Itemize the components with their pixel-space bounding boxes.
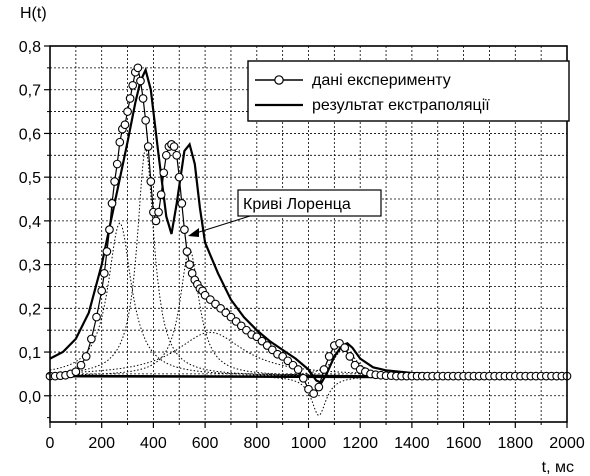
experiment-point: [87, 334, 96, 344]
experiment-point: [81, 352, 91, 361]
experiment-point: [115, 137, 125, 147]
experiment-point: [76, 360, 86, 370]
experiment-point: [146, 177, 156, 186]
y-tick-label: 0,4: [19, 214, 41, 231]
y-tick-label: 0,8: [19, 39, 41, 56]
experiment-point: [133, 63, 143, 73]
experiment-point: [154, 207, 163, 217]
y-tick-label: 0,5: [19, 170, 41, 187]
experiment-point: [141, 115, 150, 125]
legend-label-experiment: дані експерименту: [312, 72, 451, 89]
annotation-box: [237, 189, 382, 217]
y-tick-label: 0,1: [19, 345, 41, 362]
experiment-point: [314, 382, 324, 392]
experiment-point: [309, 389, 319, 398]
x-tick-label: 600: [192, 435, 219, 452]
experiment-point: [324, 352, 334, 361]
experiment-point: [112, 159, 122, 169]
x-tick-label: 1600: [446, 435, 482, 452]
y-tick-label: 0,7: [19, 83, 41, 100]
x-tick-label: 200: [88, 435, 115, 452]
annotation-label: Криві Лоренца: [243, 196, 351, 213]
legend-box: [247, 60, 570, 122]
experiment-point: [298, 373, 308, 383]
legend-label-extrapolation: результат екстраполяції: [312, 97, 490, 114]
series: [45, 63, 572, 398]
experiment-point: [105, 225, 114, 234]
experiment-point: [159, 168, 169, 178]
y-axis-title: H(t): [20, 5, 47, 22]
experiment-point: [345, 352, 355, 361]
extrapolation-line: [49, 66, 567, 385]
annotation-arrowhead: [188, 228, 199, 237]
y-tick-label: 0,6: [19, 126, 41, 143]
x-tick-label: 1400: [394, 435, 430, 452]
experiment-point: [99, 268, 109, 278]
experiment-point: [174, 172, 184, 182]
ticks: 0 200 400 600 800 1000 1200 1400 1600 1800 2000 0,0…: [19, 39, 585, 452]
experiment-point: [123, 107, 132, 116]
x-axis-title: t, мс: [542, 459, 574, 476]
y-tick-label: 0,2: [19, 301, 41, 318]
x-tick-label: 400: [140, 435, 167, 452]
experiment-point: [102, 247, 112, 256]
experiment-point: [136, 76, 145, 86]
experiment-point: [120, 120, 130, 130]
experiment-point: [107, 199, 117, 208]
experiment-point: [151, 216, 161, 226]
experiment-point: [319, 365, 329, 374]
experiment-point: [138, 94, 148, 103]
x-tick-label: 800: [243, 435, 270, 452]
experiment-point: [177, 199, 187, 208]
experiment-point: [92, 312, 101, 322]
experiment-point: [156, 190, 166, 200]
experiment-point: [172, 150, 182, 160]
x-tick-label: 1000: [291, 435, 327, 452]
experiment-point: [340, 343, 350, 353]
x-tick-label: 1200: [342, 435, 378, 452]
x-tick-label: 0: [46, 435, 55, 452]
legend-marker-experiment: [274, 75, 284, 85]
lorentz-curve: [49, 147, 567, 377]
experiment-point: [293, 365, 303, 374]
experiment-point: [125, 94, 135, 103]
x-tick-label: 2000: [549, 435, 585, 452]
experiment-point: [185, 260, 194, 269]
experiment-point: [143, 142, 153, 151]
lorentz-curve: [50, 248, 567, 377]
experiment-point: [180, 225, 189, 234]
experiment-point: [169, 142, 179, 151]
experiment-point: [182, 247, 192, 256]
y-tick-label: 0,0: [19, 389, 41, 406]
experiment-point: [97, 286, 107, 296]
legend: дані експерименту результат екстраполяці…: [247, 60, 570, 122]
annotation: Криві Лоренца: [188, 189, 382, 237]
annotation-arrow: [195, 215, 251, 234]
experiment-point: [71, 367, 81, 377]
experiment-point: [110, 177, 119, 186]
y-tick-label: 0,3: [19, 258, 41, 275]
experiment-point: [128, 80, 138, 90]
x-tick-label: 1800: [498, 435, 534, 452]
experiment-point: [161, 150, 171, 160]
